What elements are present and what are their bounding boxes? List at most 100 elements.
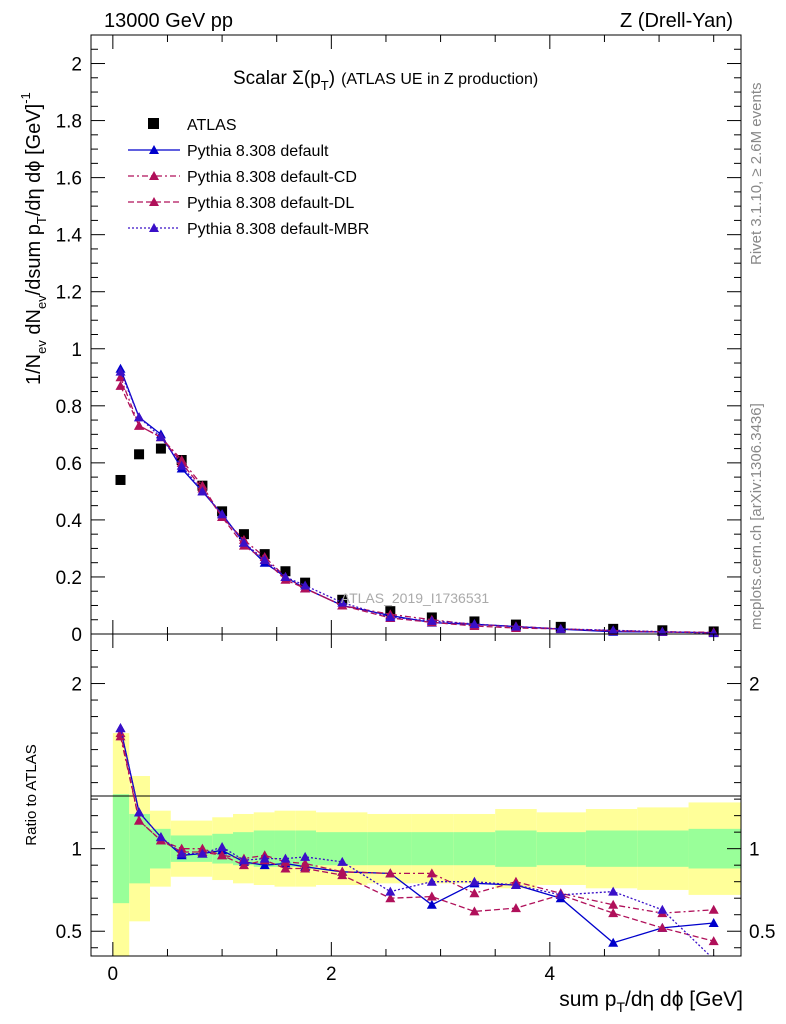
data-point	[197, 486, 208, 496]
ratio-point	[657, 904, 668, 914]
ratio-point	[259, 853, 270, 863]
legend: ATLAS Pythia 8.308 default Pythia 8.308 de…	[128, 117, 369, 238]
inner-band	[129, 813, 150, 884]
ratio-y-tick-label: 0.5	[56, 922, 82, 943]
ratio-point	[385, 868, 396, 878]
data-point	[555, 623, 566, 633]
ratio-point	[385, 886, 396, 896]
inner-band	[453, 832, 496, 866]
inner-band	[411, 832, 454, 866]
ratio-ticks: 0.5 0.5 1 1 2 2 0 2 4	[56, 634, 775, 985]
y-tick-label: 0	[71, 625, 82, 646]
ratio-series	[115, 723, 719, 956]
data-point	[115, 380, 126, 390]
data-point	[176, 460, 187, 470]
inner-band	[637, 830, 689, 867]
legend-marker	[149, 223, 159, 232]
x-axis-label: sum pT/dη dϕ [GeV]	[559, 988, 743, 1015]
ratio-panel: 0.5 0.5 1 1 2 2 0 2 4 Ratio to ATLAS	[23, 633, 775, 985]
ratio-point	[426, 868, 437, 878]
ratio-point	[510, 903, 521, 913]
y-tick-label: 0.8	[56, 397, 82, 418]
data-point-atlas	[134, 449, 145, 460]
data-point	[385, 612, 396, 622]
ratio-point	[176, 848, 187, 858]
ratio-point	[217, 842, 228, 852]
data-point	[426, 615, 437, 625]
legend-entry: ATLAS	[148, 117, 237, 134]
ratio-frame	[90, 633, 742, 957]
ratio-point	[657, 922, 668, 932]
data-point	[115, 372, 126, 382]
data-point	[337, 597, 348, 607]
ratio-point	[510, 879, 521, 889]
y-tick-label: 1.4	[56, 226, 83, 247]
inner-band	[233, 832, 254, 866]
legend-marker	[149, 171, 159, 180]
ratio-y-tick-label-right: 0.5	[749, 922, 775, 943]
legend-label: Pythia 8.308 default-DL	[187, 195, 354, 212]
data-point	[238, 537, 249, 547]
ratio-point	[115, 728, 126, 738]
legend-label: Pythia 8.308 default-CD	[187, 169, 357, 186]
legend-label: Pythia 8.308 default	[187, 143, 329, 160]
inner-band	[585, 830, 638, 867]
legend-entry: Pythia 8.308 default-CD	[128, 169, 357, 186]
y-tick-label: 2	[71, 55, 82, 76]
y-tick-label: 1	[71, 340, 82, 361]
legend-entry: Pythia 8.308 default	[128, 143, 329, 160]
data-point	[280, 571, 291, 581]
ratio-point	[608, 937, 619, 947]
y-tick-label: 0.6	[56, 454, 82, 475]
data-point-atlas	[155, 443, 166, 454]
series-4	[115, 366, 719, 638]
data-point	[608, 625, 619, 635]
ratio-point	[426, 876, 437, 886]
inner-band	[495, 830, 537, 867]
data-point-atlas	[280, 566, 291, 577]
inner-band	[536, 832, 586, 866]
chart-title: Scalar Σ(pT) (ATLAS UE in Z production)	[233, 68, 538, 93]
data-point	[300, 580, 311, 590]
x-tick-label: 4	[545, 964, 556, 985]
ratio-y-tick-label-right: 2	[749, 675, 760, 696]
main-ticks: 0 0.2 0.4 0.6 0.8 1 1.2 1.4 1.6 1.8 2	[56, 35, 741, 646]
data-point	[469, 619, 480, 629]
ratio-point	[426, 891, 437, 901]
inner-band	[112, 794, 130, 904]
inner-band	[274, 830, 296, 867]
ratio-point	[469, 876, 480, 886]
ratio-point	[155, 832, 166, 842]
y-tick-label: 0.4	[56, 511, 83, 532]
inner-band	[149, 828, 171, 869]
data-point	[155, 432, 166, 442]
y-tick-label: 1.6	[56, 169, 82, 190]
mcplots-label: mcplots.cern.ch [arXiv:1306.3436]	[748, 403, 765, 630]
data-point	[217, 509, 228, 519]
legend-entry: Pythia 8.308 default-MBR	[128, 221, 369, 238]
legend-marker	[149, 145, 159, 154]
ratio-point	[708, 917, 719, 927]
main-y-axis-label: 1/Nev dNev/dsum pT/dη dϕ [GeV]-1	[18, 92, 49, 385]
ratio-point	[555, 889, 566, 899]
y-tick-label: 0.2	[56, 568, 82, 589]
ratio-point	[608, 886, 619, 896]
ratio-series-3	[115, 723, 715, 956]
ratio-point	[238, 860, 249, 870]
ratio-point	[300, 858, 311, 868]
legend-marker	[148, 118, 159, 129]
legend-label: Pythia 8.308 default-MBR	[187, 221, 369, 238]
data-point-atlas	[238, 529, 249, 540]
ratio-point	[134, 807, 145, 817]
ratio-point	[115, 723, 126, 733]
data-point	[134, 412, 145, 422]
main-panel: 0 0.2 0.4 0.6 0.8 1 1.2 1.4 1.6 1.8 2 ATLAS_2019_I…	[18, 34, 742, 646]
inner-band	[367, 832, 412, 866]
ratio-point	[134, 815, 145, 825]
legend-label: ATLAS	[187, 117, 237, 134]
ratio-uncertainty-bands	[112, 733, 741, 956]
series-0	[115, 443, 719, 637]
header-right: Z (Drell-Yan)	[620, 10, 733, 32]
header-left: 13000 GeV pp	[104, 10, 233, 32]
